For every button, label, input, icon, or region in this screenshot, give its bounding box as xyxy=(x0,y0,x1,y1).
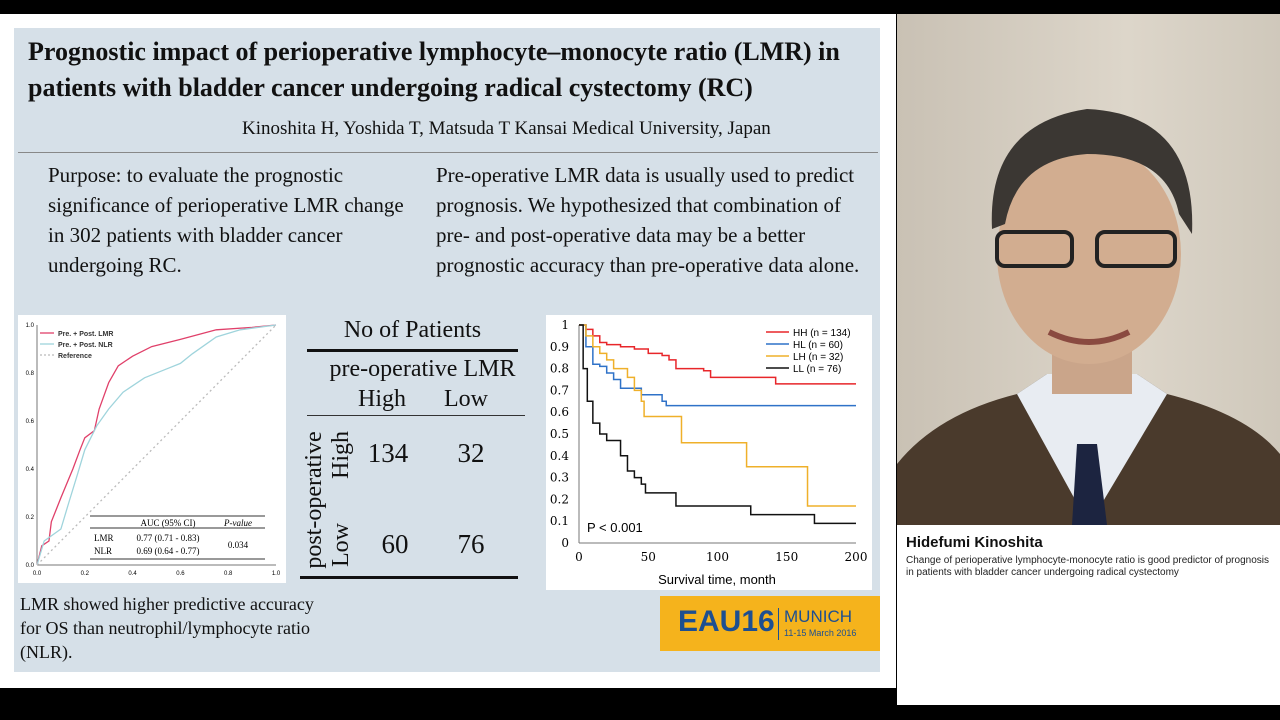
y-tick-label: 0.5 xyxy=(550,427,569,441)
logo-city: MUNICH xyxy=(784,607,852,626)
legend-label: HL (n = 60) xyxy=(793,340,843,351)
series-line-1 xyxy=(579,324,856,407)
x-tick-label: 50 xyxy=(641,550,656,564)
x-tick-label: 100 xyxy=(706,550,729,564)
speaker-topic: Change of perioperative lymphocyte-monoc… xyxy=(906,555,1269,578)
y-tick-label: 0.8 xyxy=(26,371,35,377)
y-tick-label: 0.6 xyxy=(26,419,35,425)
col-header: Low xyxy=(444,386,488,412)
purpose-text: Purpose: to evaluate the prognostic sign… xyxy=(48,163,404,277)
series-line-2 xyxy=(36,324,277,566)
p-value: 0.034 xyxy=(228,540,249,550)
x-tick-label: 0.2 xyxy=(81,571,90,577)
auc-row-label: NLR xyxy=(94,546,112,556)
series-line-0 xyxy=(579,324,856,385)
legend-label: HH (n = 134) xyxy=(793,328,851,339)
y-tick-label: 0.8 xyxy=(550,362,569,376)
legend-label: LH (n = 32) xyxy=(793,352,843,363)
series-line-0 xyxy=(36,324,277,566)
table-rule xyxy=(300,576,518,579)
y-tick-label: 0.1 xyxy=(550,514,569,528)
table-cell: 60 xyxy=(381,529,409,559)
roc-chart: 0.0 0.2 0.4 0.6 0.8 1.0 0.0 0.2 0.4 0.6 0.8 1.0 Pre.… xyxy=(18,315,286,583)
x-tick-label: 0.6 xyxy=(176,571,185,577)
col-header: High xyxy=(358,386,406,412)
table-cell: 32 xyxy=(457,438,485,468)
table-rule xyxy=(307,349,518,352)
y-tick-label: 1.0 xyxy=(26,323,35,329)
y-tick-label: 0.0 xyxy=(26,563,35,569)
y-tick-label: 0.6 xyxy=(550,405,569,419)
y-tick-label: 0.7 xyxy=(550,383,569,397)
auc-value: 0.69 (0.64 - 0.77) xyxy=(137,546,200,556)
speaker-caption: Hidefumi Kinoshita Change of perioperati… xyxy=(897,525,1280,705)
x-tick-label: 0.4 xyxy=(128,571,137,577)
eau-logo: EAU16 MUNICH 11-15 March 2016 xyxy=(660,596,880,651)
speaker-video xyxy=(897,14,1280,525)
x-tick-label: 200 xyxy=(845,550,868,564)
conclusion-text: LMR showed higher predictive accuracy fo… xyxy=(20,594,314,662)
slide-authors: Kinoshita H, Yoshida T, Matsuda T Kansai… xyxy=(242,118,771,139)
series-line-1 xyxy=(36,324,277,566)
row-header: Low xyxy=(328,523,354,567)
y-tick-label: 0.2 xyxy=(550,492,569,506)
y-tick-label: 0.9 xyxy=(550,340,569,354)
legend-label: Pre. + Post. LMR xyxy=(58,331,113,338)
x-tick-label: 0.0 xyxy=(33,571,42,577)
y-tick-label: 0.2 xyxy=(26,515,35,521)
legend-label: LL (n = 76) xyxy=(793,364,841,375)
p-header: P-value xyxy=(223,518,252,528)
series-line-2 xyxy=(579,324,856,507)
table-rule xyxy=(307,415,525,416)
table-title: No of Patients xyxy=(343,317,482,343)
legend-label: Pre. + Post. NLR xyxy=(58,342,113,349)
logo-divider xyxy=(778,608,779,640)
y-tick-label: 0.4 xyxy=(550,449,569,463)
logo-brand: EAU16 xyxy=(678,605,775,638)
p-value-annotation: P < 0.001 xyxy=(587,520,643,535)
x-tick-label: 0 xyxy=(575,550,583,564)
speaker-name: Hidefumi Kinoshita xyxy=(906,534,1043,551)
y-tick-label: 0 xyxy=(561,536,569,550)
y-tick-label: 1 xyxy=(561,318,569,332)
speaker-image xyxy=(897,109,1280,525)
auc-value: 0.77 (0.71 - 0.83) xyxy=(137,533,200,543)
x-tick-label: 0.8 xyxy=(224,571,233,577)
auc-table-bg xyxy=(90,517,265,560)
y-tick-label: 0.4 xyxy=(26,467,35,473)
divider xyxy=(18,152,878,153)
x-tick-label: 1.0 xyxy=(272,571,281,577)
auc-header: AUC (95% CI) xyxy=(141,518,196,528)
logo-dates: 11-15 March 2016 xyxy=(784,628,857,638)
x-axis-label: Survival time, month xyxy=(658,572,776,587)
row-header: High xyxy=(328,431,354,479)
series-line-3 xyxy=(579,324,856,525)
slide-title: Prognostic impact of perioperative lymph… xyxy=(28,37,840,102)
y-tick-label: 0.3 xyxy=(550,471,569,485)
survival-chart: 0 50 100 150 200 0 0.1 0.2 0.3 0.4 0.5 0.6 0.7 0.8 0.9… xyxy=(546,315,872,590)
legend-label: Reference xyxy=(58,353,92,360)
table-cell: 134 xyxy=(367,438,409,468)
auc-row-label: LMR xyxy=(94,533,114,543)
hypothesis-text: Pre-operative LMR data is usually used t… xyxy=(436,163,860,277)
x-tick-label: 150 xyxy=(775,550,798,564)
row-group-label: post-operative xyxy=(301,431,327,569)
table-cell: 76 xyxy=(457,529,485,559)
col-group-label: pre-operative LMR xyxy=(329,356,516,382)
